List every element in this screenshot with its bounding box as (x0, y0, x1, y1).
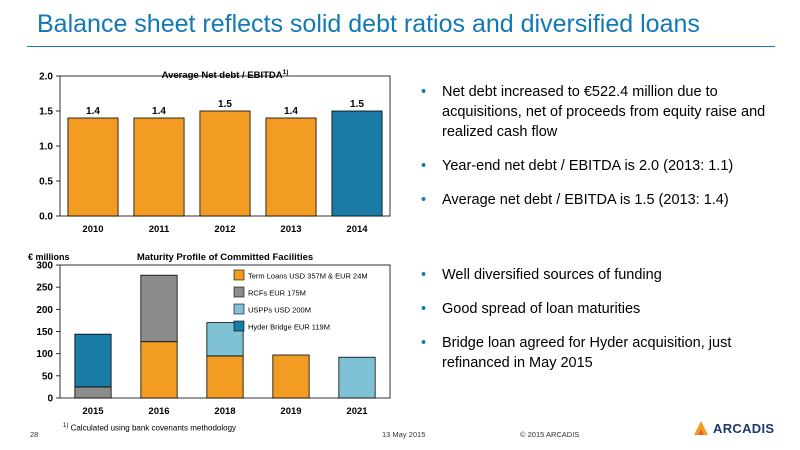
chart2-legend: Term Loans USD 357M & EUR 24M RCFs EUR 17… (233, 269, 368, 332)
bar-2012 (199, 110, 251, 217)
title-divider (27, 46, 775, 47)
bar-segment-2015-s1 (74, 386, 112, 399)
x-tick-label: 2016 (148, 406, 169, 417)
data-label: 1.5 (218, 99, 232, 110)
maturity-profile-chart: € millions Maturity Profile of Committed… (28, 252, 391, 417)
bullet-dot: • (421, 301, 427, 317)
bullets-top: • Net debt increased to €522.4 million du… (418, 82, 788, 224)
net-debt-ebitda-chart: Average Net debt / EBITDA1) 0.0 0.5 1.0 1.5… (39, 69, 391, 235)
y-tick-label: 0.0 (39, 212, 53, 223)
bullet-item: • Bridge loan agreed for Hyder acquisitio… (418, 333, 788, 373)
x-tick-label: 2014 (346, 224, 368, 235)
x-tick-label: 2013 (280, 224, 301, 235)
bullet-dot: • (421, 158, 427, 174)
x-tick-label: 2018 (214, 406, 235, 417)
x-tick-label: 2012 (214, 224, 235, 235)
x-tick-label: 2019 (280, 406, 301, 417)
legend-swatch (233, 320, 245, 332)
chart2-title: Maturity Profile of Committed Facilities (137, 252, 313, 263)
y-tick-label: 1.5 (39, 107, 53, 118)
bullet-text: Bridge loan agreed for Hyder acquisition… (442, 335, 732, 371)
chart2-ylabel: € millions (28, 252, 70, 262)
data-label: 1.4 (86, 106, 100, 117)
y-tick-label: 300 (36, 261, 53, 272)
y-tick-label: 0.5 (39, 177, 53, 188)
x-tick-label: 2010 (82, 224, 103, 235)
footer-copyright: © 2015 ARCADIS (520, 430, 580, 439)
arcadis-logo-icon (694, 421, 708, 435)
bar-segment-2016-s1 (140, 274, 178, 343)
bullet-text: Well diversified sources of funding (442, 267, 662, 283)
bullet-item: • Good spread of loan maturities (418, 299, 788, 319)
legend-label: RCFs EUR 175M (248, 289, 306, 298)
bullet-text: Good spread of loan maturities (442, 301, 641, 317)
y-tick-label: 250 (36, 283, 53, 294)
bar-2011 (133, 117, 185, 217)
y-tick-label: 50 (42, 371, 54, 382)
bar-segment-2021-s2 (338, 356, 376, 399)
bullet-item: • Net debt increased to €522.4 million du… (418, 82, 788, 142)
bullet-dot: • (421, 192, 427, 208)
bullet-item: • Year-end net debt / EBITDA is 2.0 (2013… (418, 156, 788, 176)
bar-segment-2019-s0 (272, 354, 310, 399)
y-tick-label: 200 (36, 305, 53, 316)
bar-2014 (331, 110, 383, 217)
bullet-text: Net debt increased to €522.4 million due… (442, 84, 766, 140)
footer-date: 13 May 2015 (382, 430, 426, 439)
bar-2010 (67, 117, 119, 217)
y-tick-label: 0 (47, 394, 53, 405)
footnote: 1) Calculated using bank covenants metho… (63, 423, 236, 433)
data-label: 1.4 (284, 106, 298, 117)
bar-segment-2018-s2 (206, 322, 244, 357)
legend-swatch (233, 303, 245, 315)
legend-swatch (233, 286, 245, 298)
arcadis-logo: ARCADIS (692, 418, 774, 438)
bullet-item: • Average net debt / EBITDA is 1.5 (2013:… (418, 190, 788, 210)
bullet-text: Year-end net debt / EBITDA is 2.0 (2013:… (442, 158, 734, 174)
bullet-dot: • (421, 267, 427, 283)
bar-segment-2015-s3 (74, 333, 112, 388)
legend-label: Hyder Bridge EUR 119M (248, 323, 330, 332)
legend-label: Term Loans USD 357M & EUR 24M (248, 272, 368, 281)
bullet-dot: • (421, 84, 427, 100)
slide-title: Balance sheet reflects solid debt ratios… (37, 10, 700, 38)
bullet-dot: • (421, 335, 427, 351)
y-tick-label: 1.0 (39, 142, 53, 153)
chart1-title: Average Net debt / EBITDA1) (162, 69, 289, 81)
x-tick-label: 2015 (82, 406, 104, 417)
footnote-text: Calculated using bank covenants methodol… (70, 423, 237, 433)
y-tick-label: 100 (36, 349, 53, 360)
logo-text: ARCADIS (713, 420, 775, 436)
page-number: 28 (30, 430, 39, 439)
legend-swatch (233, 269, 245, 281)
data-label: 1.5 (350, 99, 364, 110)
y-tick-label: 2.0 (39, 72, 53, 83)
data-label: 1.4 (152, 106, 166, 117)
bullets-bottom: • Well diversified sources of funding • Go… (418, 265, 788, 387)
bullet-item: • Well diversified sources of funding (418, 265, 788, 285)
y-tick-label: 150 (36, 327, 53, 338)
footnote-marker: 1) (63, 423, 69, 429)
bullet-text: Average net debt / EBITDA is 1.5 (2013: … (442, 192, 729, 208)
bar-segment-2018-s0 (206, 355, 244, 399)
x-tick-label: 2011 (149, 224, 170, 235)
bar-segment-2016-s0 (140, 341, 178, 399)
bar-2013 (265, 117, 317, 217)
x-tick-label: 2021 (346, 406, 368, 417)
legend-label: USPPs USD 200M (248, 306, 311, 315)
